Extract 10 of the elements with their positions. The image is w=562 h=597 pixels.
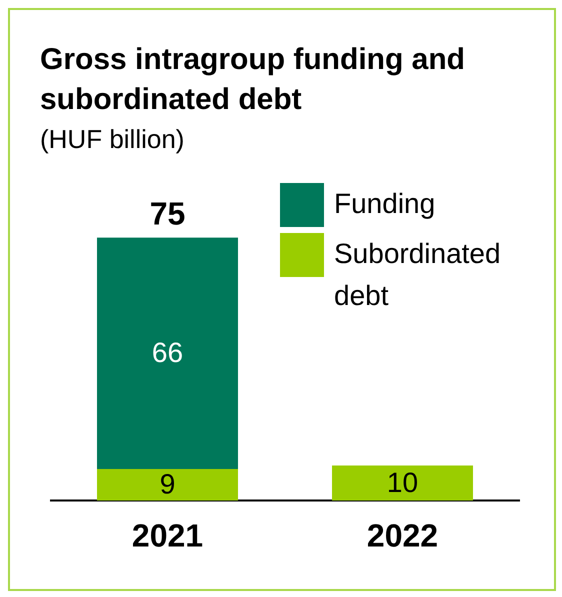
chart-subtitle: (HUF billion) — [40, 124, 184, 155]
x-tick-label: 2022 — [366, 518, 438, 554]
data-label: 66 — [152, 337, 184, 368]
data-label: 10 — [386, 466, 418, 498]
data-label: 9 — [160, 468, 176, 500]
total-label: 75 — [150, 195, 186, 232]
x-tick-label: 2021 — [132, 518, 204, 554]
legend-label: Funding — [334, 187, 436, 221]
chart-title: Gross intragroup funding and subordinated debt — [40, 42, 466, 118]
legend-label: Subordinated debt — [334, 237, 502, 313]
